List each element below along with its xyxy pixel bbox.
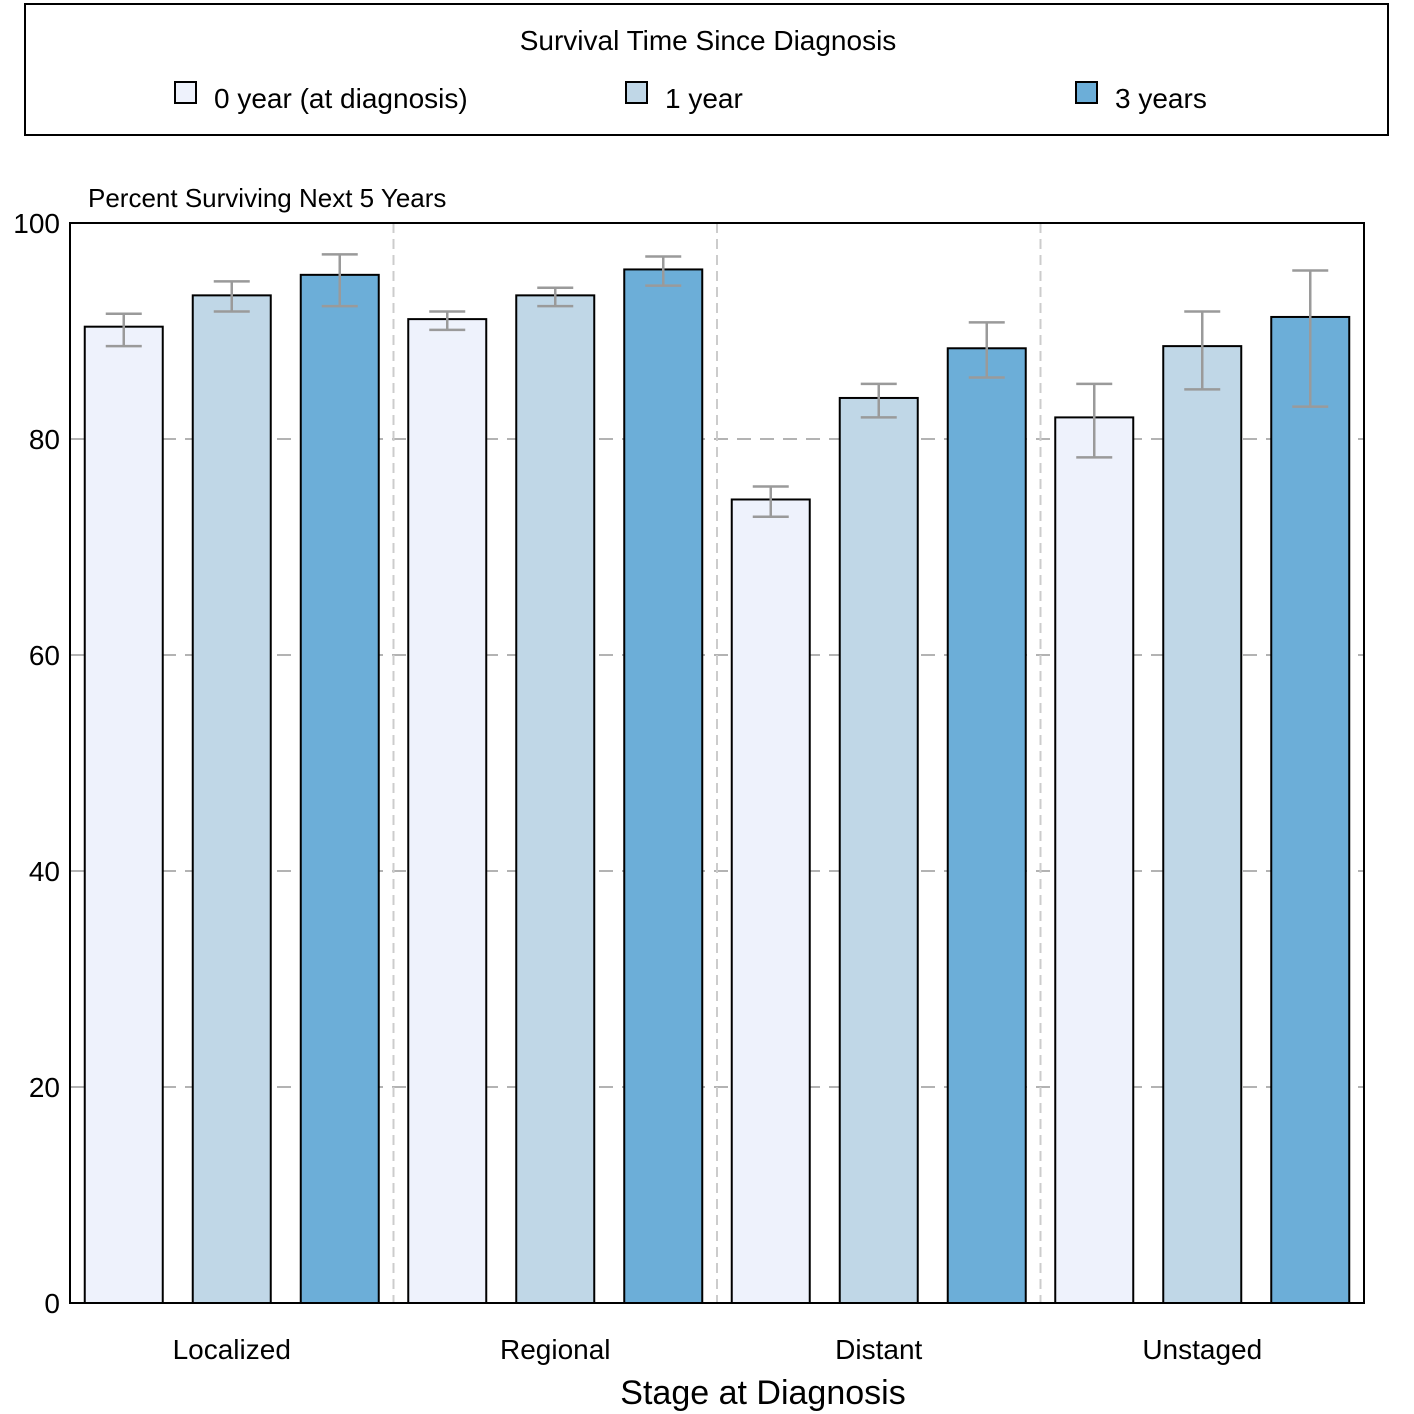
bar-localized-series-3 bbox=[299, 273, 380, 1305]
bar-localized-series-1 bbox=[83, 325, 164, 1304]
category-label-localized: Localized bbox=[173, 1334, 291, 1365]
legend-items: 0 year (at diagnosis) 1 year 3 years bbox=[174, 81, 1207, 114]
error-bar-regional-series-1 bbox=[429, 310, 466, 332]
legend: Survival Time Since Diagnosis 0 year (at… bbox=[24, 3, 1389, 136]
category-label-unstaged: Unstaged bbox=[1142, 1334, 1262, 1365]
error-bar-localized-series-3 bbox=[321, 253, 358, 308]
legend-label-2: 1 year bbox=[665, 83, 743, 114]
bar-unstaged-series-2 bbox=[1162, 345, 1243, 1304]
error-bar-distant-series-1 bbox=[752, 485, 789, 519]
error-bar-localized-series-1 bbox=[105, 312, 142, 348]
y-tick-100: 100 bbox=[13, 208, 60, 239]
error-bar-distant-series-3 bbox=[968, 321, 1005, 379]
y-tick-40: 40 bbox=[29, 856, 60, 887]
bars bbox=[83, 268, 1351, 1305]
x-axis-title: Stage at Diagnosis bbox=[620, 1374, 905, 1412]
y-axis-title: Percent Surviving Next 5 Years bbox=[88, 183, 446, 213]
bar-distant-series-1 bbox=[730, 498, 811, 1305]
error-bar-localized-series-2 bbox=[213, 280, 250, 313]
bar-regional-series-3 bbox=[623, 268, 704, 1305]
error-bar-regional-series-3 bbox=[645, 255, 682, 287]
legend-title: Survival Time Since Diagnosis bbox=[520, 25, 897, 56]
legend-swatch-3 bbox=[1075, 81, 1098, 104]
y-tick-20: 20 bbox=[29, 1072, 60, 1103]
category-label-distant: Distant bbox=[835, 1334, 922, 1365]
grid bbox=[70, 223, 1364, 1303]
legend-frame bbox=[24, 3, 1389, 136]
error-bar-distant-series-2 bbox=[860, 382, 897, 419]
y-tick-60: 60 bbox=[29, 640, 60, 671]
error-bar-unstaged-series-3 bbox=[1292, 269, 1329, 408]
y-tick-0: 0 bbox=[44, 1288, 60, 1319]
y-tick-80: 80 bbox=[29, 424, 60, 455]
category-labels: Localized Regional Distant Unstaged bbox=[173, 1334, 1263, 1365]
error-bar-regional-series-2 bbox=[537, 286, 574, 308]
error-bars bbox=[105, 253, 1329, 519]
bar-unstaged-series-3 bbox=[1270, 315, 1351, 1304]
bar-regional-series-1 bbox=[407, 318, 488, 1304]
y-tick-labels: 0 20 40 60 80 100 bbox=[13, 208, 60, 1319]
bar-regional-series-2 bbox=[515, 294, 596, 1304]
error-bar-unstaged-series-1 bbox=[1076, 382, 1113, 459]
error-bar-unstaged-series-2 bbox=[1184, 310, 1221, 391]
bar-unstaged-series-1 bbox=[1054, 416, 1135, 1304]
bar-distant-series-2 bbox=[838, 396, 919, 1304]
plot-frame bbox=[69, 222, 1365, 1304]
legend-swatch-1 bbox=[174, 81, 197, 104]
legend-swatch-2 bbox=[625, 81, 648, 104]
bar-localized-series-2 bbox=[191, 294, 272, 1304]
bar-distant-series-3 bbox=[946, 347, 1027, 1304]
legend-label-1: 0 year (at diagnosis) bbox=[214, 83, 468, 114]
category-label-regional: Regional bbox=[500, 1334, 611, 1365]
legend-label-3: 3 years bbox=[1115, 83, 1207, 114]
